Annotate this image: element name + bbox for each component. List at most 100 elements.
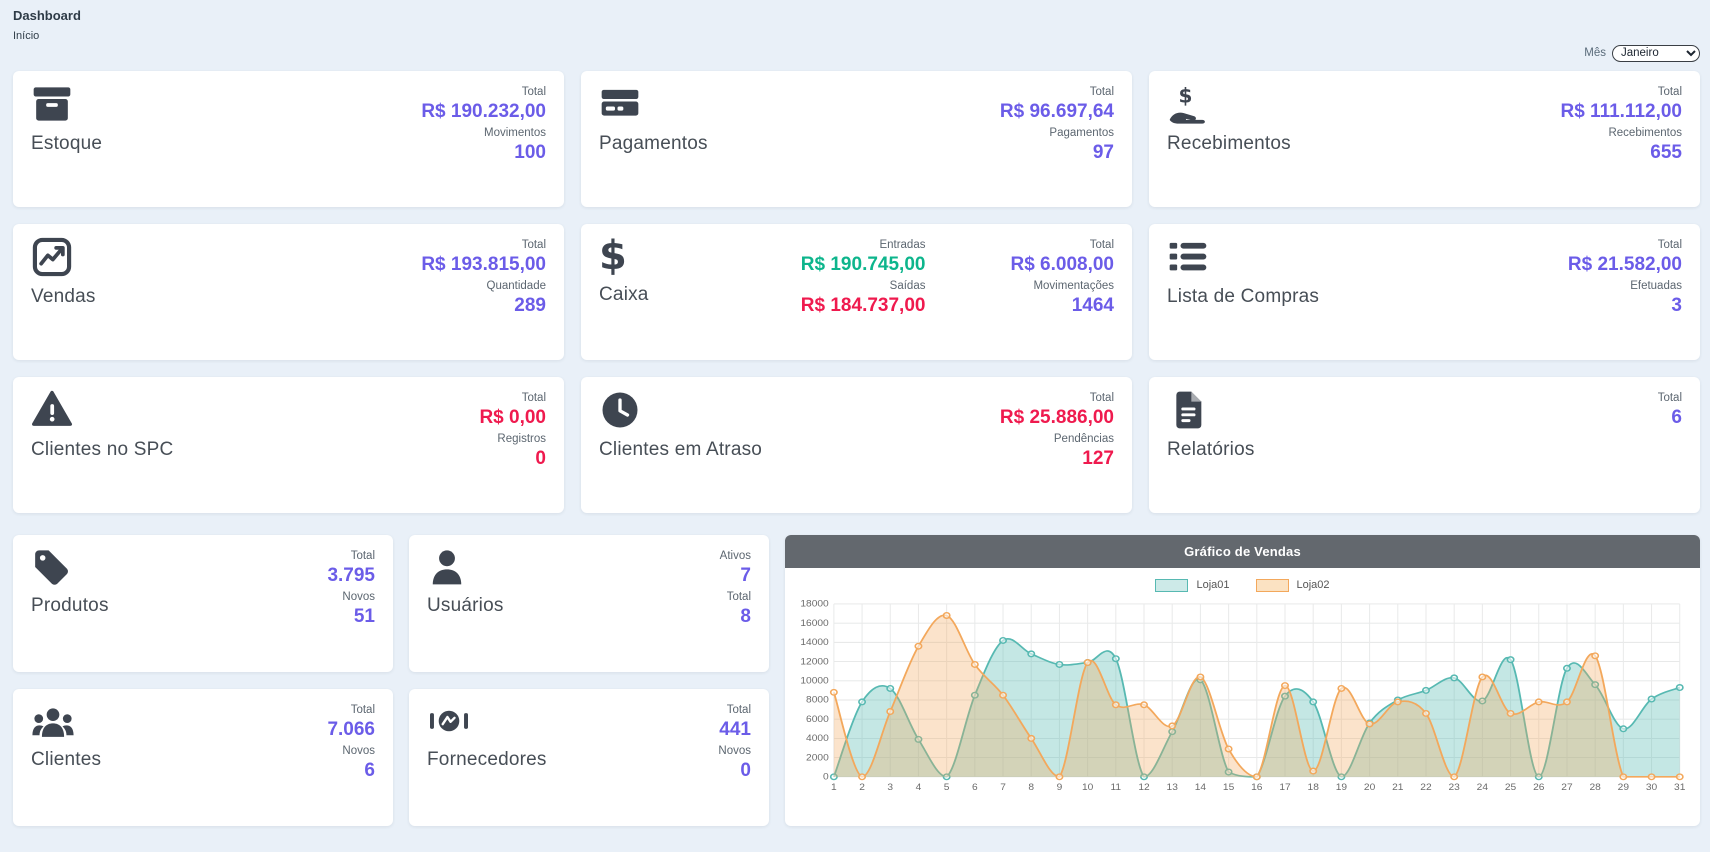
sales-chart-body: Loja01 Loja02 0 2000 4000 6000 8000 10000 1200… — [785, 568, 1700, 826]
stat-label: Ativos — [719, 550, 751, 562]
stat-label: Total — [521, 239, 546, 251]
svg-text:3: 3 — [887, 783, 893, 793]
card-fornecedores[interactable]: Fornecedores Total 441 Novos 0 — [409, 689, 769, 826]
card-clientes-no-spc[interactable]: Clientes no SPC Total R$ 0,00 Registros … — [13, 377, 564, 513]
stat-value: R$ 6.008,00 — [1010, 254, 1114, 276]
stat-label: Quantidade — [486, 279, 546, 292]
stat-value: 6 — [1671, 407, 1682, 429]
stat-label: Novos — [718, 744, 751, 757]
card-title: Lista de Compras — [1167, 286, 1320, 307]
card-estoque[interactable]: Estoque Total R$ 190.232,00 Movimentos 1… — [13, 71, 564, 207]
stat-value: R$ 25.886,00 — [999, 407, 1114, 429]
stat-value: R$ 184.737,00 — [800, 294, 926, 316]
sales-chart-svg[interactable]: 0 2000 4000 6000 8000 10000 12000 14000 16000 180… — [793, 595, 1692, 801]
card-lista-de-compras[interactable]: Lista de Compras Total R$ 21.582,00 Efet… — [1149, 224, 1700, 360]
sales-chart-card: Gráfico de Vendas Loja01 Loja02 0 2000 400… — [785, 535, 1700, 826]
stat-value: 7.066 — [327, 719, 375, 741]
stat-value: R$ 21.582,00 — [1567, 254, 1682, 276]
card-clientes-em-atraso[interactable]: Clientes em Atraso Total R$ 25.886,00 Pe… — [581, 377, 1132, 513]
svg-text:7: 7 — [1000, 783, 1006, 793]
month-filter-label: Mês — [1584, 47, 1606, 59]
stat-label: Pagamentos — [1049, 126, 1114, 139]
tag-icon — [31, 548, 71, 586]
svg-text:22: 22 — [1420, 783, 1431, 793]
legend-label: Loja01 — [1196, 579, 1230, 591]
chart-legend: Loja01 Loja02 — [793, 575, 1692, 595]
svg-text:5: 5 — [944, 783, 950, 793]
stat-value: 127 — [1082, 447, 1114, 469]
stat-label: Entradas — [879, 239, 926, 251]
svg-text:19: 19 — [1336, 783, 1347, 793]
card-vendas[interactable]: Vendas Total R$ 193.815,00 Quantidade 28… — [13, 224, 564, 360]
svg-text:23: 23 — [1448, 783, 1459, 793]
svg-text:8: 8 — [1028, 783, 1034, 793]
list-icon — [1167, 237, 1209, 277]
chart-line-icon — [31, 237, 73, 277]
svg-text:9: 9 — [1057, 783, 1063, 793]
svg-text:12000: 12000 — [800, 657, 828, 667]
stat-label: Total — [350, 704, 375, 716]
svg-text:16000: 16000 — [800, 618, 828, 628]
month-select[interactable]: Janeiro — [1612, 44, 1700, 62]
loja01-swatch-icon — [1155, 578, 1189, 592]
svg-text:30: 30 — [1646, 783, 1657, 793]
stat-label: Saídas — [889, 279, 926, 292]
svg-text:$: $ — [1179, 84, 1193, 107]
svg-text:26: 26 — [1533, 783, 1544, 793]
stat-label: Pendências — [1053, 432, 1114, 445]
stat-label: Total — [726, 590, 751, 603]
svg-text:10000: 10000 — [800, 676, 828, 686]
svg-text:2000: 2000 — [806, 753, 829, 763]
svg-text:29: 29 — [1618, 783, 1629, 793]
card-usuarios[interactable]: Usuários Ativos 7 Total 8 — [409, 535, 769, 672]
box-archive-icon — [31, 84, 73, 124]
legend-item-loja01[interactable]: Loja01 — [1155, 578, 1230, 592]
svg-text:18: 18 — [1308, 783, 1319, 793]
stat-value: 289 — [514, 294, 546, 316]
stat-label: Efetuadas — [1630, 279, 1682, 292]
triangle-exclamation-icon — [31, 390, 73, 430]
card-title: Clientes — [31, 749, 102, 770]
stat-value: 441 — [719, 719, 751, 741]
stat-label: Novos — [342, 590, 375, 603]
stat-value: 1464 — [1071, 294, 1114, 316]
credit-card-icon — [599, 84, 641, 124]
svg-text:8000: 8000 — [806, 695, 829, 705]
card-caixa[interactable]: $ Caixa Entradas R$ 190.745,00 Saídas R$… — [581, 224, 1132, 360]
svg-text:18000: 18000 — [800, 599, 828, 609]
stat-label: Total — [1657, 239, 1682, 251]
card-title: Usuários — [427, 595, 504, 616]
card-title: Fornecedores — [427, 749, 547, 770]
legend-label: Loja02 — [1296, 579, 1330, 591]
svg-text:17: 17 — [1279, 783, 1290, 793]
card-clientes[interactable]: Clientes Total 7.066 Novos 6 — [13, 689, 393, 826]
stat-label: Total — [1657, 86, 1682, 98]
page-title: Dashboard — [13, 8, 81, 23]
stat-value: 6 — [364, 759, 375, 781]
card-produtos[interactable]: Produtos Total 3.795 Novos 51 — [13, 535, 393, 672]
stat-label: Total — [1089, 392, 1114, 404]
svg-text:2: 2 — [859, 783, 865, 793]
stat-value: R$ 190.745,00 — [800, 254, 926, 276]
handshake-icon — [427, 702, 471, 740]
stat-label: Total — [1089, 86, 1114, 98]
sales-chart-title: Gráfico de Vendas — [785, 535, 1700, 568]
stat-label: Total — [1089, 239, 1114, 251]
hand-holding-dollar-icon: $ — [1167, 84, 1209, 124]
card-title: Clientes em Atraso — [599, 439, 763, 460]
card-relatorios[interactable]: Relatórios Total 6 — [1149, 377, 1700, 513]
card-title: Clientes no SPC — [31, 439, 174, 460]
stat-value: 3.795 — [327, 565, 375, 587]
stat-value: 3 — [1671, 294, 1682, 316]
card-title: Relatórios — [1167, 439, 1255, 460]
stat-label: Movimentos — [484, 126, 546, 139]
svg-text:4000: 4000 — [806, 734, 829, 744]
legend-item-loja02[interactable]: Loja02 — [1255, 578, 1330, 592]
svg-text:24: 24 — [1477, 783, 1489, 793]
stat-label: Total — [350, 550, 375, 562]
svg-text:21: 21 — [1392, 783, 1403, 793]
stat-label: Recebimentos — [1608, 126, 1682, 139]
card-recebimentos[interactable]: $ Recebimentos Total R$ 111.112,00 Receb… — [1149, 71, 1700, 207]
card-pagamentos[interactable]: Pagamentos Total R$ 96.697,64 Pagamentos… — [581, 71, 1132, 207]
